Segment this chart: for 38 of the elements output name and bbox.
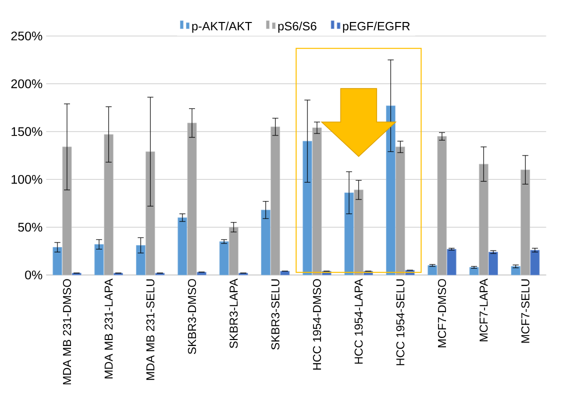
bar xyxy=(196,272,206,276)
y-tick-label: 100% xyxy=(12,174,42,184)
x-tick-label: SKBR3-LAPA xyxy=(230,278,238,348)
x-tick-label: MDA MB 231-LAPA xyxy=(104,278,113,378)
bar xyxy=(52,247,62,276)
y-tick-label: 200% xyxy=(11,79,42,88)
y-tick-label: 50% xyxy=(18,222,42,232)
x-tick-label: MCF7-LAPA xyxy=(480,278,488,342)
bar xyxy=(136,245,146,276)
bar xyxy=(469,267,479,276)
bar xyxy=(219,241,229,276)
bar xyxy=(280,270,290,276)
bar xyxy=(530,250,540,276)
x-tick-label: MCF7-SELU xyxy=(521,279,530,343)
bar xyxy=(344,192,354,276)
y-tick-label: 250% xyxy=(11,32,42,40)
y-tick-label: 150% xyxy=(12,127,42,136)
bar xyxy=(428,265,438,276)
x-tick-label: SKBR3-DMSO xyxy=(188,279,196,354)
bar xyxy=(178,217,188,276)
bar xyxy=(511,266,520,276)
x-tick-label: MCF7-DMSO xyxy=(438,279,446,348)
legend-label: pEGF/EGFR xyxy=(343,22,410,33)
bar xyxy=(446,248,456,276)
x-tick-label: SKBR3-SELU xyxy=(271,279,280,350)
x-tick-label: MDA MB 231-DMSO xyxy=(62,279,72,384)
x-tick-label: HCC 1954-LAPA xyxy=(354,278,363,364)
bar xyxy=(261,210,270,276)
x-tick-label: HCC 1954-DMSO xyxy=(312,279,322,370)
x-tick-label: MDA MB 231-SELU xyxy=(146,279,154,380)
bar xyxy=(302,140,312,276)
bar xyxy=(386,106,396,276)
legend-label: p-AKT/AKT xyxy=(192,22,252,33)
bar xyxy=(94,244,104,276)
y-tick-label: 0% xyxy=(25,270,42,280)
bar xyxy=(488,252,498,276)
legend-label: pS6/S6 xyxy=(278,22,316,33)
x-tick-label: HCC 1954-SELU xyxy=(396,279,404,366)
